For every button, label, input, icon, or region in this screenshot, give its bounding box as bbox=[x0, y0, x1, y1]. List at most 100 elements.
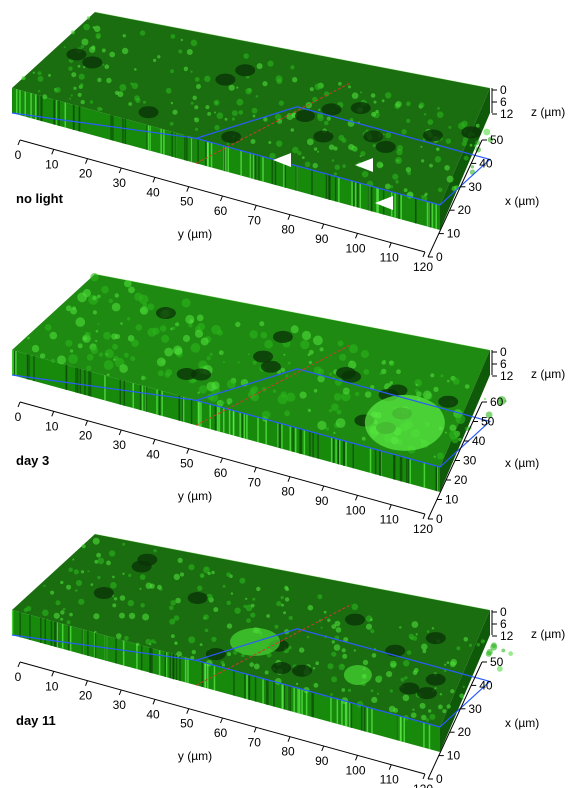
hole bbox=[438, 396, 458, 408]
texture bbox=[419, 102, 425, 108]
texture bbox=[97, 78, 101, 82]
texture bbox=[78, 599, 84, 605]
figure: 0102030405060708090100110120y (µm)010203… bbox=[0, 0, 586, 788]
texture bbox=[136, 324, 143, 331]
texture bbox=[223, 361, 225, 363]
texture bbox=[114, 597, 117, 600]
texture bbox=[406, 167, 411, 172]
texture bbox=[385, 92, 391, 98]
texture bbox=[412, 709, 414, 711]
texture bbox=[96, 35, 100, 39]
texture bbox=[71, 72, 76, 77]
y-tick bbox=[18, 662, 20, 667]
y-tick-label: 50 bbox=[180, 457, 194, 471]
x-axis-title: x (µm) bbox=[505, 194, 539, 208]
hole bbox=[363, 130, 383, 142]
texture bbox=[249, 330, 257, 338]
texture bbox=[329, 409, 332, 412]
y-tick-label: 100 bbox=[345, 503, 365, 517]
texture bbox=[191, 102, 194, 105]
texture bbox=[160, 325, 166, 331]
texture bbox=[332, 640, 335, 643]
texture bbox=[127, 317, 130, 320]
texture bbox=[395, 157, 402, 164]
texture bbox=[43, 585, 45, 587]
texture bbox=[288, 362, 291, 365]
y-tick-label: 10 bbox=[45, 679, 59, 693]
texture bbox=[477, 643, 481, 647]
texture bbox=[342, 648, 346, 652]
x-axis-title: x (µm) bbox=[505, 456, 539, 470]
texture bbox=[329, 373, 332, 376]
texture bbox=[508, 651, 513, 656]
cluster bbox=[344, 665, 372, 685]
texture bbox=[221, 401, 225, 405]
texture bbox=[211, 637, 216, 642]
texture bbox=[401, 678, 405, 682]
texture bbox=[314, 147, 317, 150]
texture bbox=[333, 146, 337, 150]
texture bbox=[109, 550, 115, 556]
texture bbox=[225, 118, 228, 121]
texture bbox=[102, 64, 104, 66]
x-tick-label: 40 bbox=[479, 678, 493, 692]
texture bbox=[178, 558, 183, 563]
texture bbox=[197, 323, 205, 331]
texture bbox=[373, 144, 376, 147]
texture bbox=[425, 193, 428, 196]
texture bbox=[235, 322, 240, 327]
texture bbox=[245, 598, 247, 600]
texture bbox=[395, 180, 399, 184]
y-tick bbox=[153, 699, 155, 704]
texture bbox=[385, 132, 391, 138]
texture bbox=[324, 611, 327, 614]
texture bbox=[134, 68, 137, 71]
texture bbox=[213, 607, 218, 612]
texture bbox=[318, 369, 324, 375]
texture bbox=[352, 604, 359, 611]
texture bbox=[204, 76, 210, 82]
texture bbox=[481, 639, 485, 643]
hole bbox=[345, 614, 365, 626]
texture bbox=[429, 164, 433, 168]
texture bbox=[66, 585, 71, 590]
texture bbox=[101, 286, 109, 294]
texture bbox=[87, 570, 89, 572]
texture bbox=[193, 96, 197, 100]
y-tick-label: 0 bbox=[15, 670, 22, 684]
y-tick-label: 20 bbox=[79, 689, 93, 703]
texture bbox=[83, 24, 90, 31]
texture bbox=[67, 620, 71, 624]
texture bbox=[132, 83, 138, 89]
texture bbox=[251, 604, 255, 608]
texture bbox=[370, 629, 374, 633]
hole bbox=[313, 131, 333, 143]
y-tick bbox=[254, 205, 256, 210]
texture bbox=[221, 661, 225, 665]
y-tick-label: 60 bbox=[214, 204, 228, 218]
y-tick-label: 120 bbox=[413, 260, 433, 274]
y-tick-label: 10 bbox=[45, 157, 59, 171]
texture bbox=[122, 48, 128, 54]
texture bbox=[423, 649, 427, 653]
texture bbox=[339, 354, 346, 361]
texture bbox=[50, 591, 54, 595]
texture bbox=[404, 188, 408, 192]
y-tick bbox=[288, 737, 290, 742]
texture bbox=[78, 343, 83, 348]
texture bbox=[172, 327, 175, 330]
texture bbox=[124, 636, 129, 641]
texture bbox=[250, 388, 256, 394]
texture bbox=[134, 95, 140, 101]
texture bbox=[447, 661, 450, 664]
texture bbox=[94, 26, 100, 32]
x-tick-label: 50 bbox=[490, 655, 504, 669]
y-tick-label: 100 bbox=[345, 763, 365, 777]
texture bbox=[200, 643, 203, 646]
texture bbox=[100, 108, 103, 111]
texture bbox=[396, 369, 401, 374]
texture bbox=[375, 110, 378, 113]
texture bbox=[390, 185, 393, 188]
y-tick bbox=[423, 514, 425, 519]
texture bbox=[204, 614, 209, 619]
